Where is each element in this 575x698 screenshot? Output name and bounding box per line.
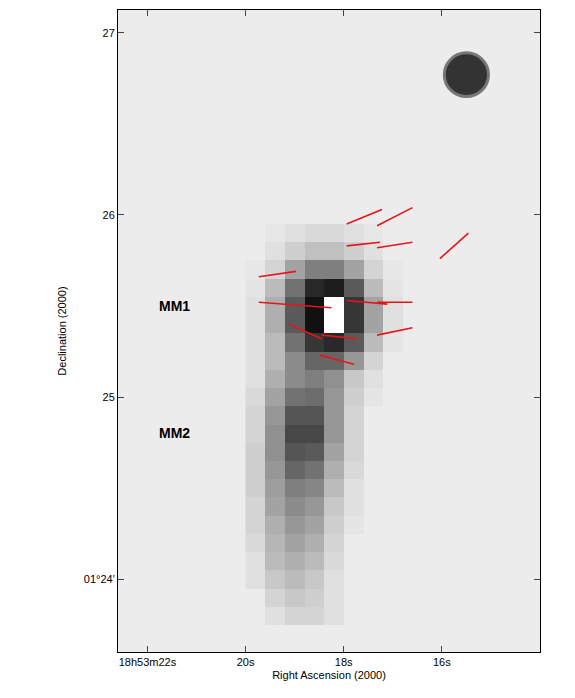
svg-text:Declination (2000): Declination (2000) xyxy=(56,286,68,375)
svg-text:16s: 16s xyxy=(433,656,451,668)
svg-text:20s: 20s xyxy=(237,656,255,668)
svg-text:27: 27 xyxy=(103,27,115,39)
svg-text:18s: 18s xyxy=(335,656,353,668)
svg-text:MM2: MM2 xyxy=(159,425,190,441)
svg-text:01°24': 01°24' xyxy=(84,573,115,585)
svg-text:26: 26 xyxy=(103,209,115,221)
svg-text:MM1: MM1 xyxy=(159,298,190,314)
svg-text:25: 25 xyxy=(103,391,115,403)
svg-text:18h53m22s: 18h53m22s xyxy=(119,656,177,668)
svg-text:Right Ascension (2000): Right Ascension (2000) xyxy=(272,669,386,681)
